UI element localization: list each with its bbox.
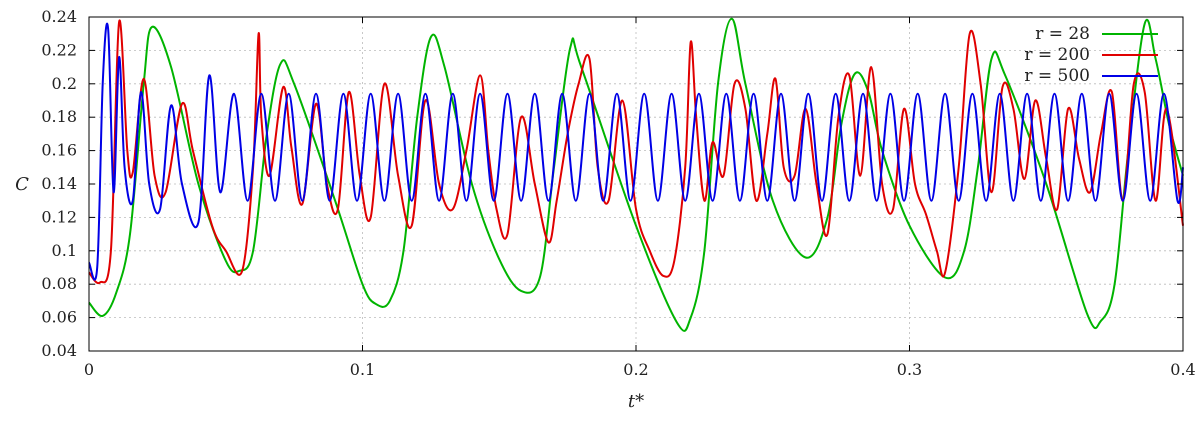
- x-tick-label: 0.2: [623, 360, 648, 379]
- y-axis-label: C: [15, 174, 29, 195]
- series-line-1: [88, 17, 1184, 332]
- y-tick-label: 0.12: [41, 207, 77, 226]
- x-tick-label: 0.4: [1170, 360, 1195, 379]
- y-tick-label: 0.1: [52, 241, 77, 260]
- y-tick-label: 0.24: [41, 7, 77, 26]
- y-tick-label: 0.16: [41, 141, 77, 160]
- y-tick-label: 0.08: [41, 274, 77, 293]
- y-tick-label: 0.22: [41, 40, 77, 59]
- x-axis-label: t*: [628, 391, 644, 412]
- x-tick-label: 0.3: [897, 360, 922, 379]
- series-line-2: [88, 19, 1184, 285]
- x-axis-ticks: 0 0.1 0.2 0.3 0.4: [84, 17, 1196, 379]
- y-tick-label: 0.04: [41, 341, 77, 360]
- y-tick-label: 0.06: [41, 308, 77, 327]
- y-tick-label: 0.14: [41, 174, 77, 193]
- grid-lines: [89, 17, 1183, 351]
- y-axis-ticks: 0.04 0.06 0.08 0.1 0.12 0.14 0.16 0.18 0.2 0.22 0.…: [41, 7, 1183, 360]
- series-line-3: [88, 22, 1184, 281]
- y-tick-label: 0.18: [41, 107, 77, 126]
- x-tick-label: 0.1: [350, 360, 375, 379]
- series-lines: [88, 17, 1184, 332]
- legend-label-2: r = 200: [1024, 45, 1090, 65]
- legend-label-3: r = 500: [1024, 66, 1090, 86]
- y-tick-label: 0.2: [52, 74, 77, 93]
- legend-label-1: r = 28: [1035, 24, 1090, 44]
- x-tick-label: 0: [84, 360, 94, 379]
